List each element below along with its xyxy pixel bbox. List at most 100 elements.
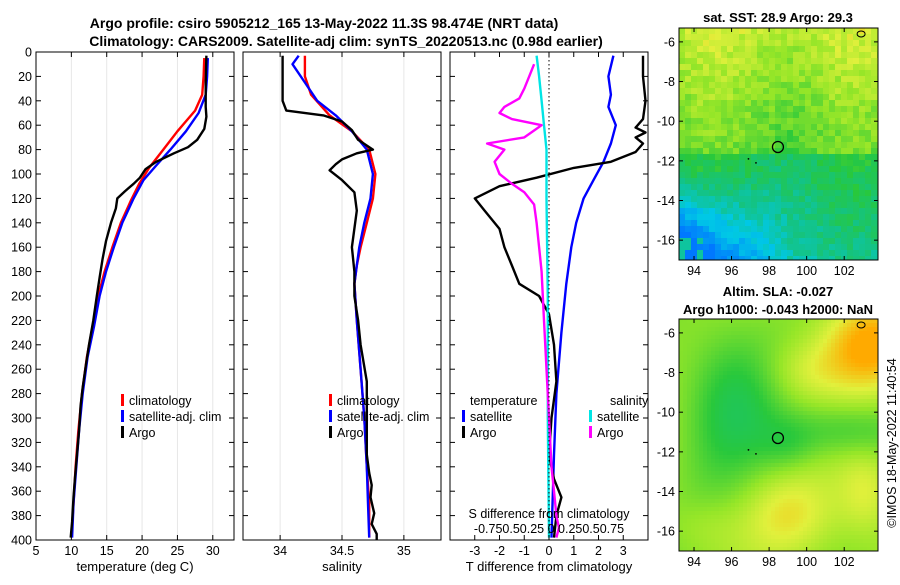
m1-cell: [775, 232, 782, 239]
m2-cell: [815, 543, 820, 548]
m2-cell: [859, 471, 864, 476]
m1-cell: [733, 46, 740, 53]
m2-cell: [823, 367, 828, 372]
m2-cell: [827, 491, 832, 496]
m2-cell: [827, 411, 832, 416]
m1-cell: [739, 40, 746, 47]
m1-cell: [709, 76, 716, 83]
m2-cell: [723, 439, 728, 444]
m2-cell: [679, 427, 684, 432]
m2-cell: [859, 375, 864, 380]
m2-cell: [775, 467, 780, 472]
m2-cell: [875, 443, 879, 448]
m2-cell: [683, 351, 688, 356]
m2-cell: [855, 479, 860, 484]
m2-cell: [851, 503, 856, 508]
m2-cell: [875, 355, 879, 360]
m2-cell: [679, 447, 684, 452]
m1-cell: [769, 106, 776, 113]
m2-cell: [703, 459, 708, 464]
temperature-ytick-label: 360: [11, 485, 32, 499]
m1-cell: [745, 226, 752, 233]
m1-cell: [715, 190, 722, 197]
m2-cell: [683, 367, 688, 372]
m1-cell: [829, 154, 836, 161]
m2-cell: [851, 383, 856, 388]
m1-cell: [841, 100, 848, 107]
m2-cell: [859, 331, 864, 336]
m2-cell: [707, 363, 712, 368]
m2-cell: [699, 423, 704, 428]
sst-map-cells: [679, 28, 879, 261]
m2-cell: [783, 471, 788, 476]
m2-cell: [687, 399, 692, 404]
m2-cell: [755, 355, 760, 360]
m1-cell: [763, 76, 770, 83]
m1-cell: [841, 226, 848, 233]
m2-cell: [727, 415, 732, 420]
m2-cell: [875, 491, 879, 496]
m1-cell: [823, 106, 830, 113]
m1-cell: [721, 58, 728, 65]
m2-cell: [839, 375, 844, 380]
m2-cell: [703, 375, 708, 380]
m2-cell: [699, 407, 704, 412]
m1-cell: [721, 142, 728, 149]
m1-cell: [697, 40, 704, 47]
m1-cell: [775, 154, 782, 161]
m2-cell: [763, 523, 768, 528]
m2-cell: [727, 419, 732, 424]
m2-cell: [827, 459, 832, 464]
m2-cell: [783, 335, 788, 340]
temperature-ytick-label: 180: [11, 265, 32, 279]
m2-cell: [791, 439, 796, 444]
m2-cell: [691, 431, 696, 436]
m2-cell: [807, 407, 812, 412]
m1-cell: [745, 148, 752, 155]
m2-cell: [759, 399, 764, 404]
m1-cell: [709, 52, 716, 59]
m2-cell: [823, 355, 828, 360]
m2-cell: [767, 451, 772, 456]
m1-cell: [757, 208, 764, 215]
m1-cell: [865, 214, 872, 221]
m1-cell: [697, 250, 704, 257]
m2-cell: [803, 455, 808, 460]
m2-cell: [691, 447, 696, 452]
m1-cell: [817, 148, 824, 155]
m1-cell: [805, 28, 812, 35]
m1-cell: [865, 52, 872, 59]
m1-cell: [715, 172, 722, 179]
m1-cell: [697, 34, 704, 41]
m2-cell: [839, 423, 844, 428]
m2-cell: [871, 351, 876, 356]
m2-cell: [779, 419, 784, 424]
m2-cell: [795, 351, 800, 356]
m1-cell: [727, 226, 734, 233]
m2-cell: [843, 535, 848, 540]
m1-cell: [739, 82, 746, 89]
m2-cell: [763, 383, 768, 388]
m2-cell: [719, 455, 724, 460]
m2-cell: [827, 495, 832, 500]
m1-cell: [781, 34, 788, 41]
m1-cell: [721, 52, 728, 59]
m2-cell: [751, 327, 756, 332]
m2-cell: [847, 531, 852, 536]
m1-cell: [697, 166, 704, 173]
m2-cell: [763, 339, 768, 344]
m2-cell: [799, 539, 804, 544]
m2-cell: [803, 479, 808, 484]
m1-cell: [679, 184, 686, 191]
m2-cell: [755, 383, 760, 388]
m1-cell: [829, 232, 836, 239]
m2-cell: [795, 491, 800, 496]
m1-cell: [811, 130, 818, 137]
m2-cell: [771, 367, 776, 372]
m2-float-marker: [771, 431, 785, 445]
m2-cell: [759, 331, 764, 336]
m1-cell: [859, 190, 866, 197]
m2-cell: [815, 467, 820, 472]
m2-cell: [687, 443, 692, 448]
m1-cell: [829, 148, 836, 155]
